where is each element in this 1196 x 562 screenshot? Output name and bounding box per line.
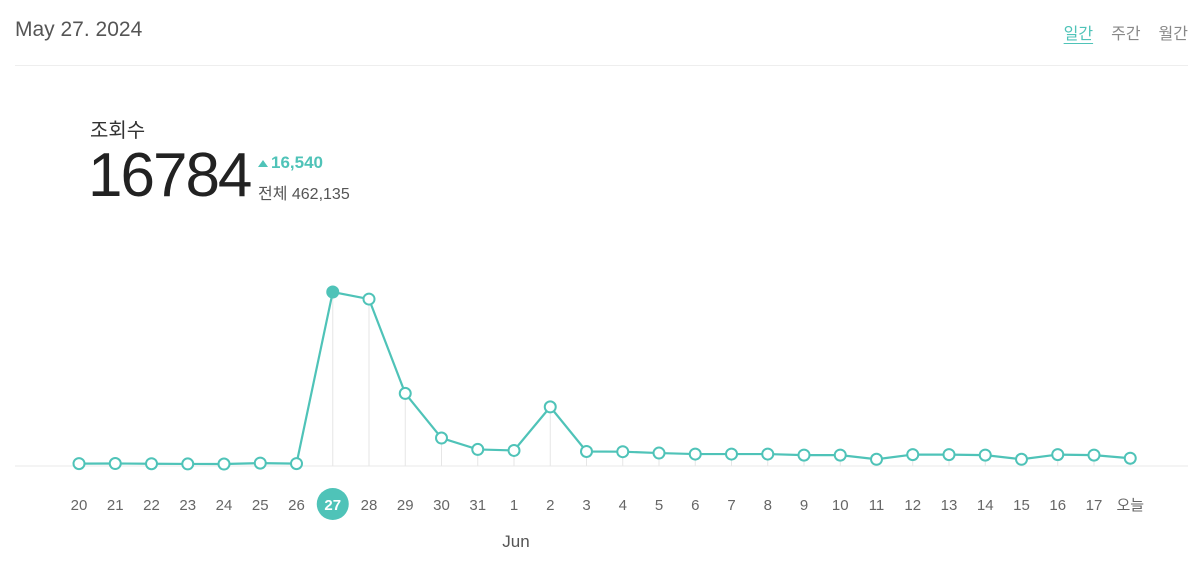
x-tick-label[interactable]: 28 — [361, 497, 378, 514]
data-point[interactable] — [326, 285, 340, 299]
x-tick-label[interactable]: 8 — [764, 497, 772, 514]
data-point[interactable] — [725, 447, 738, 461]
data-point[interactable] — [362, 292, 376, 306]
header-divider — [15, 65, 1188, 66]
data-point[interactable] — [942, 448, 956, 462]
data-point[interactable] — [217, 457, 231, 471]
x-tick-label[interactable]: 5 — [655, 497, 663, 514]
data-point[interactable] — [290, 457, 303, 471]
selected-day-highlight — [316, 488, 349, 520]
x-tick-label[interactable]: 오늘 — [1116, 497, 1144, 514]
data-point[interactable] — [1015, 452, 1028, 466]
x-tick-label[interactable]: 17 — [1086, 497, 1103, 514]
data-point[interactable] — [398, 386, 412, 400]
x-tick-label[interactable]: 15 — [1013, 497, 1030, 514]
x-tick-label[interactable]: 14 — [977, 497, 994, 514]
x-tick-label[interactable]: 9 — [800, 497, 808, 514]
x-tick-label[interactable]: 13 — [941, 497, 958, 514]
x-tick-label[interactable]: 3 — [582, 497, 590, 514]
x-tick-label[interactable]: 31 — [469, 497, 486, 514]
x-tick-label[interactable]: 6 — [691, 497, 699, 514]
delta-badge: 16,540 — [258, 153, 323, 173]
data-point[interactable] — [797, 448, 811, 462]
data-point[interactable] — [145, 457, 158, 471]
data-point[interactable] — [833, 448, 847, 462]
data-point[interactable] — [761, 447, 775, 461]
data-point[interactable] — [507, 443, 521, 457]
date-title: May 27. 2024 — [15, 18, 143, 41]
metric-label: 조회수 — [90, 120, 146, 142]
tab-daily[interactable]: 일간 — [1063, 26, 1094, 43]
x-tick-label[interactable]: 26 — [288, 497, 305, 514]
x-tick-label[interactable]: 29 — [397, 497, 414, 514]
data-point[interactable] — [1123, 451, 1137, 465]
data-point[interactable] — [543, 400, 557, 414]
up-arrow-icon — [258, 159, 268, 167]
data-point[interactable] — [870, 452, 883, 466]
data-point[interactable] — [72, 457, 86, 471]
x-tick-label[interactable]: 20 — [71, 497, 88, 514]
x-tick-label[interactable]: 23 — [179, 497, 196, 514]
x-tick-label[interactable]: 10 — [832, 497, 849, 514]
x-tick-label[interactable]: 21 — [107, 497, 124, 514]
x-tick-label[interactable]: 27 — [324, 497, 341, 514]
x-tick-label[interactable]: 25 — [252, 497, 269, 514]
x-tick-label[interactable]: 2 — [546, 497, 554, 514]
x-tick-label[interactable]: 16 — [1049, 497, 1066, 514]
data-point[interactable] — [108, 457, 122, 471]
x-tick-label[interactable]: 4 — [619, 497, 627, 514]
series-line — [78, 290, 1131, 466]
tab-monthly[interactable]: 월간 — [1158, 26, 1188, 43]
x-tick-label[interactable]: 12 — [904, 497, 921, 514]
total-views: 전체 462,135 — [258, 186, 350, 203]
data-point[interactable] — [435, 431, 448, 445]
x-tick-label[interactable]: 22 — [143, 497, 160, 514]
metric-value: 16784 — [88, 141, 252, 210]
month-label: Jun — [502, 532, 529, 551]
x-tick-label[interactable]: 30 — [433, 497, 450, 514]
period-tabs: 일간 주간 월간 — [1064, 20, 1188, 44]
data-point[interactable] — [906, 448, 920, 462]
data-point[interactable] — [978, 448, 992, 462]
data-point[interactable] — [253, 456, 267, 470]
data-point[interactable] — [688, 447, 702, 461]
data-point[interactable] — [1051, 448, 1065, 462]
x-tick-label[interactable]: 11 — [869, 497, 885, 514]
data-point[interactable] — [181, 457, 195, 471]
delta-value: 16,540 — [271, 153, 323, 172]
x-tick-label[interactable]: 24 — [216, 497, 233, 514]
data-point[interactable] — [1087, 448, 1101, 462]
data-point[interactable] — [616, 445, 630, 459]
data-point[interactable] — [580, 444, 593, 458]
x-tick-label[interactable]: 1 — [510, 497, 518, 514]
tab-weekly[interactable]: 주간 — [1111, 26, 1141, 43]
data-point[interactable] — [471, 442, 485, 456]
data-point[interactable] — [652, 446, 666, 460]
x-tick-label[interactable]: 7 — [727, 497, 735, 514]
